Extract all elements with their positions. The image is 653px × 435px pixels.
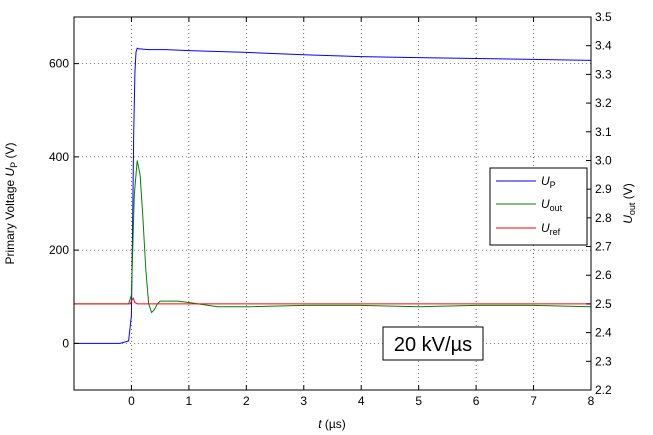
- y-right-tick-label: 3.1: [595, 125, 612, 139]
- y-right-tick-label: 3.2: [595, 96, 612, 110]
- y-right-tick-label: 2.7: [595, 240, 612, 254]
- y-right-tick-label: 3.0: [595, 153, 612, 167]
- legend-box: [489, 167, 588, 246]
- x-tick-label: 0: [128, 394, 135, 408]
- y-right-tick-label: 2.3: [595, 354, 612, 368]
- y-right-tick-label: 2.8: [595, 211, 612, 225]
- y-axis-right-label: Uout (V): [621, 183, 637, 224]
- x-tick-label: 1: [186, 394, 193, 408]
- y-axis-left-label: Primary Voltage UP (V): [3, 142, 19, 264]
- series-layer: [74, 47, 592, 344]
- legend-label-up: UP: [541, 174, 556, 190]
- x-tick-label: 5: [415, 394, 422, 408]
- legend-label-uref: Uref: [541, 221, 561, 237]
- y-left-tick-label: 0: [62, 336, 69, 350]
- y-right-tick-label: 2.6: [595, 268, 612, 282]
- legend: UP Uout Uref: [489, 167, 588, 246]
- x-axis-label: t (µs): [318, 417, 346, 431]
- y-left-tick-label: 200: [49, 243, 69, 257]
- annotation-box: [382, 326, 484, 361]
- x-tick-label: 7: [530, 394, 537, 408]
- x-tick-label: 3: [300, 394, 307, 408]
- series-line-u-ref: [74, 297, 591, 305]
- y-right-tick-label: 3.4: [595, 39, 612, 53]
- x-tick-label: 2: [243, 394, 250, 408]
- axis-ticks: 0 1 2 3 4 5 6 7 8 0 200 400 600 2.2 2.3 2.4 2.5 2.6 2.7 2.8…: [49, 10, 612, 408]
- legend-label-uout: Uout: [541, 197, 563, 213]
- y-left-tick-label: 600: [49, 57, 69, 71]
- y-right-tick-label: 2.5: [595, 297, 612, 311]
- y-right-tick-label: 2.9: [595, 182, 612, 196]
- series-line-u-out: [74, 160, 592, 314]
- y-right-tick-label: 3.3: [595, 67, 612, 81]
- x-tick-label: 6: [473, 394, 480, 408]
- x-tick-label: 8: [588, 394, 595, 408]
- annotation-text: 20 kV/µs: [394, 334, 472, 356]
- y-left-tick-label: 400: [49, 150, 69, 164]
- plot-frame: [73, 16, 592, 391]
- y-right-tick-label: 2.4: [595, 326, 612, 340]
- x-tick-label: 4: [358, 394, 365, 408]
- annotation: 20 kV/µs: [382, 326, 484, 361]
- y-right-tick-label: 3.5: [595, 10, 612, 24]
- y-right-tick-label: 2.2: [595, 383, 612, 397]
